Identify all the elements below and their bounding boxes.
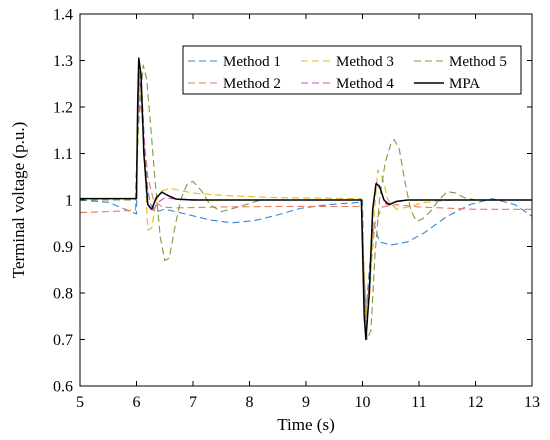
legend: Method 1 Method 2 Method 3 Method 4 Method 5… bbox=[182, 45, 522, 95]
series-line-method-2 bbox=[80, 97, 532, 313]
x-tick-label: 9 bbox=[302, 394, 310, 411]
series-line-method-3 bbox=[80, 87, 532, 317]
y-tick-label: 0.9 bbox=[53, 239, 73, 256]
y-tick-label: 0.6 bbox=[53, 379, 73, 396]
x-axis-label: Time (s) bbox=[277, 415, 334, 434]
series-line-method-5 bbox=[80, 64, 532, 341]
x-tick-label: 6 bbox=[133, 394, 141, 411]
series-line-mpa bbox=[80, 57, 532, 341]
series-layer bbox=[80, 57, 532, 341]
plot-frame bbox=[79, 13, 533, 387]
y-tick-label: 0.8 bbox=[53, 286, 73, 303]
y-tick-label: 1.4 bbox=[53, 7, 73, 24]
legend-label: Method 5 bbox=[449, 54, 507, 70]
y-tick-label: 1 bbox=[65, 193, 73, 210]
x-tick-label: 10 bbox=[355, 394, 371, 411]
tick-layer: 5 6 7 8 9 10 11 12 13 0.6 0.7 0.8 0.9 1 1.1 1.2 1.3 1.4 bbox=[53, 7, 540, 412]
legend-label: Method 3 bbox=[336, 54, 394, 70]
legend-label: Method 1 bbox=[223, 54, 281, 70]
x-tick-label: 5 bbox=[76, 394, 84, 411]
y-tick-label: 1.3 bbox=[53, 53, 73, 70]
x-tick-label: 11 bbox=[411, 394, 426, 411]
y-axis-label: Terminal voltage (p.u.) bbox=[9, 122, 28, 278]
y-tick-label: 1.1 bbox=[53, 146, 73, 163]
y-tick-label: 1.2 bbox=[53, 100, 73, 117]
x-tick-label: 8 bbox=[246, 394, 254, 411]
x-tick-label: 13 bbox=[524, 394, 540, 411]
x-tick-label: 12 bbox=[468, 394, 484, 411]
legend-box bbox=[182, 45, 522, 95]
legend-label: Method 4 bbox=[336, 76, 394, 92]
y-tick-label: 0.7 bbox=[53, 332, 73, 349]
legend-label: Method 2 bbox=[223, 76, 281, 92]
legend-label: MPA bbox=[449, 76, 480, 92]
series-line-method-1 bbox=[80, 78, 532, 317]
x-tick-label: 7 bbox=[189, 394, 197, 411]
